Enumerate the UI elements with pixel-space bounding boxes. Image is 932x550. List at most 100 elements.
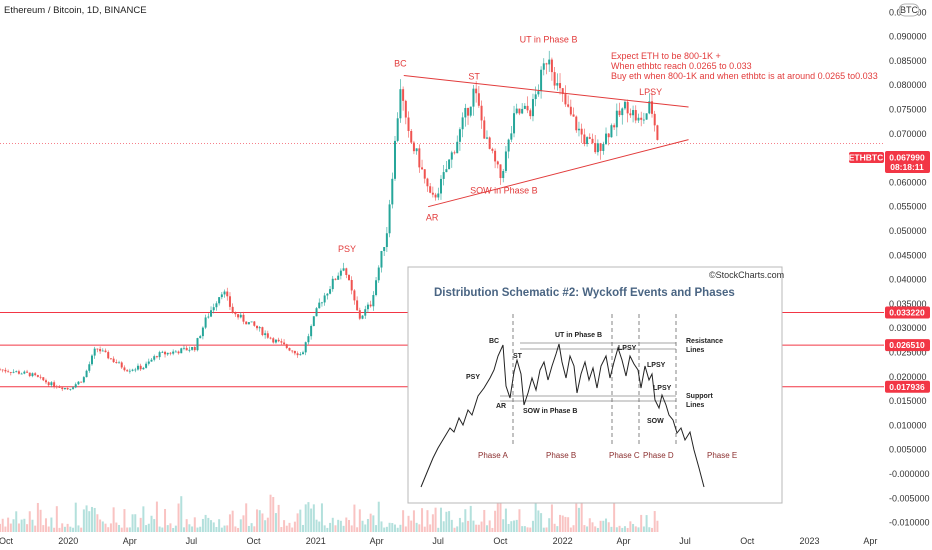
volume-bar [239, 519, 242, 532]
candle-body [145, 363, 148, 368]
volume-bar [507, 523, 510, 532]
volume-bar [158, 526, 161, 532]
volume-bars [0, 493, 659, 532]
volume-bar [407, 515, 410, 532]
candle-body [642, 119, 645, 121]
volume-bar [537, 510, 540, 532]
annotation-2: ST [468, 71, 480, 81]
candle-body [575, 116, 578, 131]
symbol-tag-label: ETHBTC [849, 153, 883, 163]
volume-bar [96, 514, 99, 532]
candle-body [637, 117, 640, 121]
volume-bar [307, 502, 310, 532]
candle-body [318, 302, 321, 309]
candle-body [69, 388, 72, 390]
candle-body [207, 316, 210, 318]
volume-bar [412, 510, 415, 532]
volume-bar [545, 527, 548, 532]
candle-body [169, 352, 172, 354]
candle-body [158, 352, 161, 358]
candle-body [212, 307, 215, 311]
candle-body [285, 344, 288, 348]
x-tick-label: Jul [432, 536, 444, 546]
volume-bar [567, 517, 570, 532]
volume-bar [464, 509, 467, 532]
volume-bar [104, 523, 107, 532]
volume-bar [115, 522, 118, 532]
candle-body [61, 387, 64, 390]
y-tick-label: -0.010000 [889, 518, 930, 528]
candle-body [513, 113, 516, 134]
volume-bar [9, 523, 12, 532]
volume-bar [350, 525, 353, 532]
time-axis[interactable]: Oct 2020 Apr Jul Oct 2021 Apr Jul Oct 2022 Apr Jul O… [0, 532, 932, 550]
x-tick-label: Oct [493, 536, 508, 546]
candle-body [277, 339, 280, 342]
candle-body [72, 387, 75, 389]
volume-bar [310, 508, 313, 532]
inset-label-bc: BC [489, 338, 499, 345]
volume-bar [637, 527, 640, 532]
candle-body [602, 144, 605, 151]
candle-body [199, 336, 202, 339]
volume-bar [391, 523, 394, 532]
candle-body [245, 321, 248, 325]
candle-body [77, 381, 80, 385]
volume-bar [453, 527, 456, 532]
volume-bar [515, 519, 518, 532]
inset-label-lpsy-mid: LPSY [647, 362, 666, 369]
candle-body [369, 304, 372, 307]
y-tick-label: 0.085000 [889, 56, 927, 66]
candle-body [134, 369, 137, 371]
candle-body [499, 164, 502, 179]
volume-bar [577, 507, 580, 532]
candle-body [342, 268, 345, 271]
candle-body [296, 353, 299, 356]
inset-frame [407, 266, 783, 504]
candle-body [621, 108, 624, 116]
candle-body [312, 316, 315, 326]
volume-bar [472, 520, 475, 532]
volume-bar [437, 527, 440, 532]
volume-bar [174, 525, 177, 532]
inset-label-psy: PSY [466, 374, 480, 381]
y-tick-label: 0.035000 [889, 299, 927, 309]
volume-bar [361, 520, 364, 532]
candle-body [591, 138, 594, 144]
time-axis-bg [0, 532, 932, 550]
volume-bar [145, 525, 148, 532]
candle-body [383, 247, 386, 252]
volume-bar [299, 509, 302, 532]
volume-bar [247, 525, 250, 532]
price-axis[interactable]: 0.0950000.0900000.0850000.0800000.075000… [884, 0, 932, 550]
candle-body [258, 327, 261, 329]
volume-bar [126, 527, 129, 532]
volume-bar [426, 510, 429, 532]
inset-price-path [420, 343, 705, 488]
currency-badge[interactable] [898, 3, 920, 17]
volume-bar [348, 519, 351, 532]
volume-bar [621, 527, 624, 532]
volume-bar [377, 501, 380, 532]
candle-body [96, 348, 99, 350]
volume-bar [153, 519, 156, 532]
candle-body [372, 295, 375, 307]
x-tick-label: Jul [186, 536, 198, 546]
volume-bar [47, 526, 50, 532]
idea-note-line-1: Expect ETH to be 800-1K + [611, 51, 721, 61]
x-tick-label: Apr [617, 536, 631, 546]
candle-body [280, 341, 283, 343]
price-tag-countdown: 08:18:11 [890, 162, 924, 172]
volume-bar [250, 523, 253, 532]
y-tick-label: 0.075000 [889, 104, 927, 114]
x-tick-label: Jul [679, 536, 691, 546]
candle-body [218, 297, 221, 304]
candle-body [93, 348, 96, 356]
volume-bar [201, 518, 204, 532]
volume-bar [50, 517, 53, 532]
volume-bar [383, 527, 386, 532]
volume-bar [423, 526, 426, 532]
volume-bar [477, 524, 480, 532]
volume-bar [380, 521, 383, 532]
candle-body [526, 105, 529, 111]
